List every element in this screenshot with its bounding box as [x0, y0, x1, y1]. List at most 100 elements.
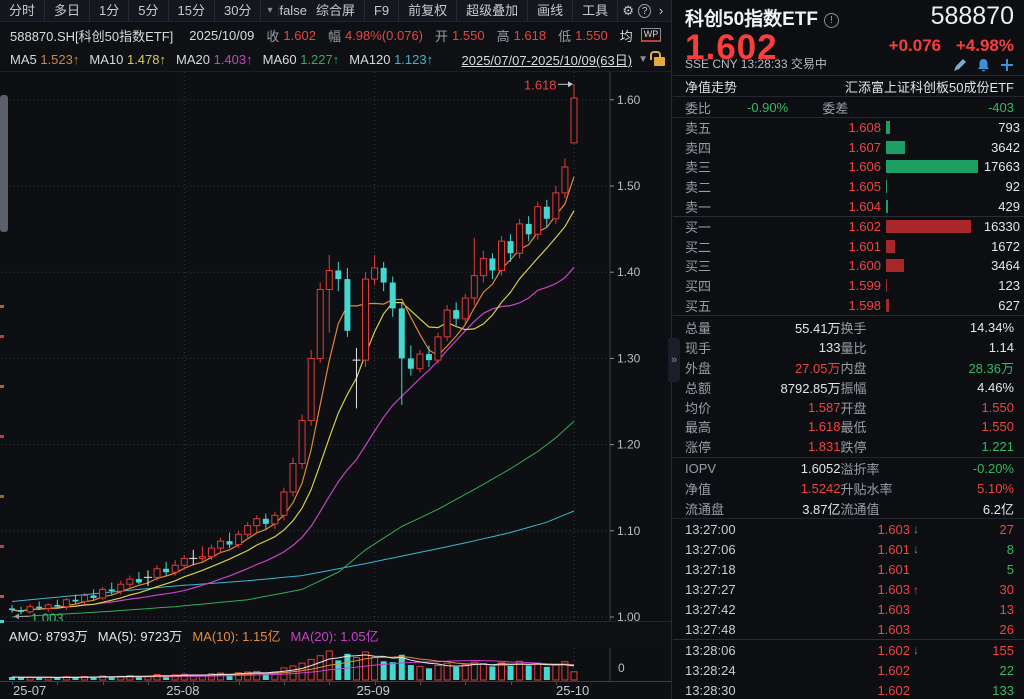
ask-row-卖一[interactable]: 卖一 1.604 429: [673, 196, 1024, 216]
period-toolbar: 分时 多日 1分 5分 15分 30分 ▾ false 综合屏 F9 前复权 超级叠加 画线 工具 ⚙? ›: [0, 0, 671, 22]
chevron-down-icon[interactable]: ▾: [261, 5, 280, 16]
tab-多日[interactable]: 多日: [45, 0, 91, 22]
book-level-label: 买四: [685, 279, 712, 295]
candle-up: [561, 166, 569, 194]
bid-row-买三[interactable]: 买三 1.600 3464: [673, 256, 1024, 276]
fund-metrics: IOPV 1.6052 溢折率 -0.20% 净值 1.5242 升贴水率 5.10% 流通盘 3…: [673, 458, 1024, 519]
toolbar-button-画线[interactable]: 画线: [528, 0, 574, 22]
header-icons: [953, 58, 1014, 72]
candle-up: [289, 463, 297, 493]
trade-volume: 155: [992, 642, 1014, 658]
volume-bar-down: [90, 677, 97, 680]
book-depth-bar: [886, 259, 905, 273]
book-price[interactable]: 1.605: [848, 179, 881, 195]
stat-label: 涨停: [685, 440, 712, 456]
unlock-icon[interactable]: [650, 51, 665, 66]
toolbar-button-前复权[interactable]: 前复权: [399, 0, 458, 22]
left-edge-strip: [0, 75, 9, 623]
candle-up: [253, 518, 261, 527]
gear-icon[interactable]: ⚙: [622, 2, 634, 18]
book-depth-bar: [886, 180, 887, 194]
ask-row-卖三[interactable]: 卖三 1.606 17663: [673, 157, 1024, 177]
ask-row-卖五[interactable]: 卖五 1.608 793: [673, 118, 1024, 138]
book-price[interactable]: 1.606: [848, 159, 881, 175]
book-price[interactable]: 1.608: [848, 120, 881, 136]
change-value: +0.076: [888, 36, 942, 55]
quote-header: 科创50指数ETF! 588870 1.602 +0.076 +4.98% SS…: [673, 0, 1024, 76]
ask-row-卖二[interactable]: 卖二 1.605 92: [673, 177, 1024, 197]
time-sales-list: 13:27:00 1.603 ↓ 27 13:27:06 1.601 ↓ 8 13:27:18 1…: [673, 519, 1024, 699]
book-price[interactable]: 1.602: [848, 219, 881, 235]
tab-30分[interactable]: 30分: [215, 0, 262, 22]
book-depth-bar: [886, 279, 887, 293]
candle-down: [425, 354, 432, 361]
toolbar-button-超级叠加[interactable]: 超级叠加: [457, 0, 529, 22]
book-level-label: 卖四: [685, 140, 712, 156]
trade-volume: 5: [1006, 561, 1014, 577]
trade-time: 13:27:42: [685, 602, 736, 618]
book-depth-bar: [886, 199, 889, 213]
avg-price-toggle[interactable]: 均: [619, 28, 633, 44]
symbol-label: 588870.SH[科创50指数ETF]: [10, 28, 174, 44]
axis-tick: [465, 682, 467, 685]
change-percent: +4.98%: [955, 36, 1014, 55]
fund-metric-row: 净值 1.5242 升贴水率 5.10%: [673, 478, 1024, 498]
bid-row-买一[interactable]: 买一 1.602 16330: [673, 217, 1024, 237]
price-tick-label: 1.60: [617, 93, 641, 107]
nav-trend-tab[interactable]: 净值走势: [685, 79, 738, 95]
tab-分时[interactable]: 分时: [0, 0, 46, 22]
bell-icon[interactable]: [977, 58, 990, 72]
stat-label: 溢折率: [840, 461, 880, 477]
book-price[interactable]: 1.600: [848, 258, 881, 274]
candle-down: [262, 518, 269, 524]
book-volume: 17663: [983, 159, 1020, 175]
tab-15分[interactable]: 15分: [169, 0, 215, 22]
volume-chart-svg[interactable]: 0: [0, 648, 672, 681]
book-price[interactable]: 1.601: [848, 238, 881, 254]
book-depth-bar: [886, 220, 972, 234]
wp-badge-icon[interactable]: WP: [640, 28, 662, 42]
volume-bar-up: [298, 662, 306, 681]
toolbar-button-综合屏[interactable]: 综合屏: [307, 0, 365, 22]
vertical-scrollbar[interactable]: [0, 95, 8, 232]
axis-tick: [102, 682, 104, 685]
edit-icon[interactable]: [953, 58, 967, 72]
open-label: 开: [435, 28, 449, 44]
stat-label: 开盘: [840, 400, 867, 416]
volume-bar-up: [352, 657, 360, 681]
book-depth-bar: [886, 160, 978, 174]
help-icon[interactable]: ?: [638, 3, 652, 18]
toolbar-button-F9[interactable]: F9: [365, 0, 400, 22]
candle-down: [389, 282, 396, 309]
book-bar-zone: 3642: [886, 140, 1024, 155]
ask-row-卖四[interactable]: 卖四 1.607 3642: [673, 138, 1024, 158]
book-price[interactable]: 1.607: [848, 139, 881, 155]
candle-down: [54, 604, 61, 607]
candle-down: [72, 599, 79, 602]
tab-1分[interactable]: 1分: [90, 0, 130, 22]
book-price[interactable]: 1.598: [848, 297, 881, 313]
book-price[interactable]: 1.599: [848, 278, 881, 294]
panel-collapse-handle[interactable]: »: [668, 338, 680, 382]
book-price[interactable]: 1.604: [848, 198, 881, 214]
bid-row-买五[interactable]: 买五 1.598 627: [673, 295, 1024, 315]
bid-row-买四[interactable]: 买四 1.599 123: [673, 276, 1024, 296]
vol-legend-MA10: MA(10): 1.15亿: [192, 628, 281, 644]
volume-bar-down: [108, 676, 115, 680]
bid-row-买二[interactable]: 买二 1.601 1672: [673, 237, 1024, 257]
tab-5分[interactable]: 5分: [129, 0, 169, 22]
info-icon[interactable]: !: [824, 13, 840, 28]
stat-label: 振幅: [840, 380, 867, 396]
trade-price: 1.603: [877, 521, 910, 537]
date-range-link[interactable]: 2025/07/07-2025/10/09(63日): [461, 53, 633, 68]
volume-chart[interactable]: 0: [0, 648, 672, 681]
trade-price: 1.601: [877, 541, 910, 557]
toolbar-button-工具[interactable]: 工具: [573, 0, 619, 22]
trade-volume: 26: [999, 621, 1014, 637]
candlestick-chart[interactable]: 1.60 1.50 1.40 1.30 1.20 1.10 1.00 1.618 1.003: [0, 72, 672, 625]
expand-arrow-icon[interactable]: ›: [658, 3, 664, 18]
book-bar-zone: 17663: [886, 159, 1024, 174]
chevron-down-icon[interactable]: ▼: [638, 54, 648, 65]
add-icon[interactable]: [1000, 58, 1014, 72]
main-chart-svg[interactable]: 1.60 1.50 1.40 1.30 1.20 1.10 1.00 1.618 1.003: [0, 72, 672, 625]
